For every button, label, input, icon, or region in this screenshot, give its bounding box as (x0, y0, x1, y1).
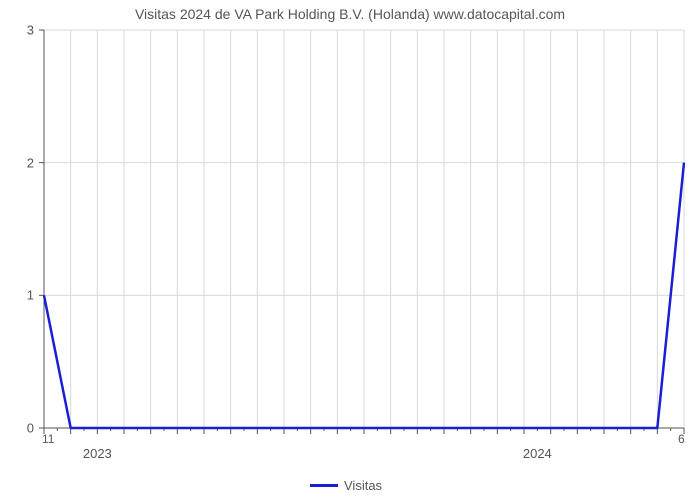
legend-label: Visitas (344, 478, 382, 493)
legend: Visitas (310, 478, 382, 493)
corner-label-bottom-right: 6 (678, 432, 685, 446)
x-tick-label: 2024 (523, 446, 552, 461)
corner-label-bottom-left: 11 (42, 432, 54, 446)
legend-swatch (310, 484, 338, 487)
chart-title: Visitas 2024 de VA Park Holding B.V. (Ho… (0, 6, 700, 22)
y-tick-label: 1 (27, 288, 34, 303)
y-tick-label: 2 (27, 155, 34, 170)
chart-plot (0, 0, 700, 500)
y-tick-label: 3 (27, 23, 34, 38)
chart-container: Visitas 2024 de VA Park Holding B.V. (Ho… (0, 0, 700, 500)
y-tick-label: 0 (27, 421, 34, 436)
x-tick-label: 2023 (83, 446, 112, 461)
